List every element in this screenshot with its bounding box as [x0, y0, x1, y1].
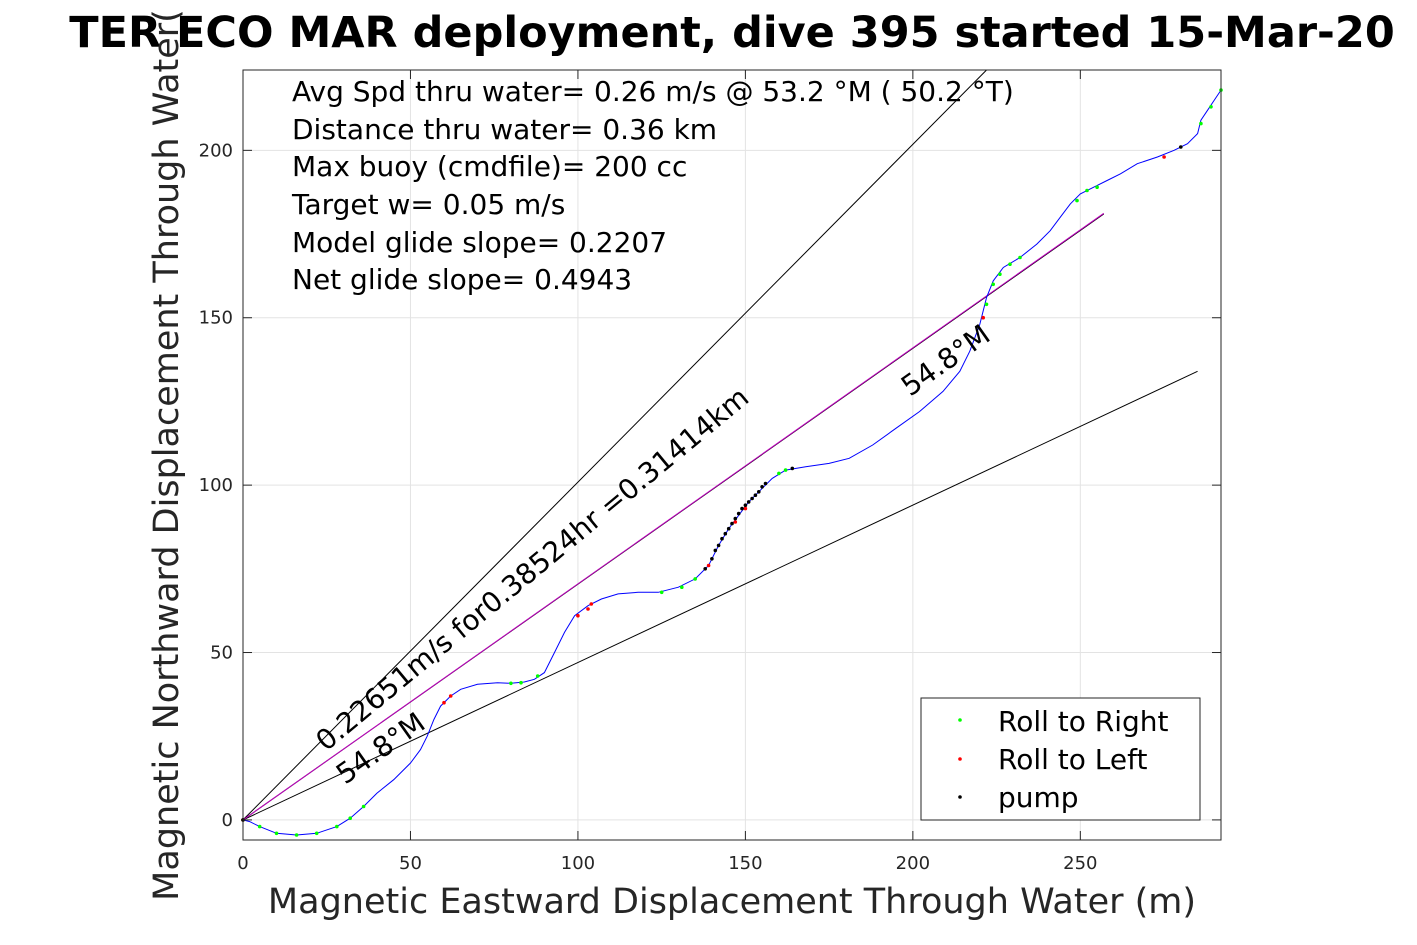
axis-ticks: 0 50 100 150 200 250 0 50 100 150 200 — [199, 70, 1221, 874]
speed-annotation: 0.22651m/s for0.38524hr =0.31414km — [309, 381, 755, 758]
roll-right-point — [783, 468, 788, 472]
roll-left-point — [733, 520, 738, 524]
y-tick-label: 150 — [199, 308, 233, 329]
roll-right-point — [519, 680, 523, 685]
pump-point — [720, 536, 724, 541]
roll-right-point — [984, 302, 989, 307]
roll-left-point — [743, 506, 748, 511]
roll-right-point — [1209, 105, 1213, 109]
roll-left-point — [1162, 155, 1166, 159]
roll-right-point — [1199, 121, 1203, 126]
roll-right-point — [680, 585, 684, 589]
roll-right-point — [257, 824, 262, 829]
info-line: Net glide slope= 0.4943 — [292, 263, 632, 296]
sample-markers — [241, 88, 1223, 837]
y-tick-label: 50 — [210, 643, 233, 664]
guide-lower-bound — [242, 370, 1198, 821]
roll-right-point — [535, 674, 540, 678]
pump-point — [730, 521, 734, 526]
y-tick-label: 0 — [222, 810, 233, 831]
legend-marker-roll-left — [958, 757, 962, 761]
roll-right-point — [777, 471, 781, 476]
info-block: Avg Spd thru water= 0.26 m/s @ 53.2 °M (… — [291, 75, 1014, 296]
roll-right-point — [314, 831, 319, 836]
pump-point — [790, 466, 795, 471]
info-line: Model glide slope= 0.2207 — [292, 226, 667, 259]
legend-label-roll-left: Roll to Left — [998, 743, 1147, 776]
pump-point — [757, 490, 761, 494]
x-tick-label: 200 — [896, 853, 930, 874]
legend: Roll to Right Roll to Left pump — [920, 697, 1201, 821]
pump-point — [750, 496, 754, 501]
roll-left-point — [981, 315, 985, 320]
y-axis-title: Magnetic Northward Displacement Through … — [147, 9, 187, 901]
roll-right-point — [1075, 198, 1079, 203]
legend-marker-pump — [958, 795, 962, 799]
heading-annotation-upper: 54.8°M — [895, 318, 996, 403]
roll-left-point — [586, 607, 590, 611]
y-tick-label: 200 — [199, 140, 233, 161]
info-line: Target w= 0.05 m/s — [291, 188, 565, 221]
pump-point — [763, 481, 768, 486]
x-axis-title: Magnetic Eastward Displacement Through W… — [268, 882, 1196, 922]
roll-right-point — [693, 577, 697, 581]
guide-upper-bound — [242, 69, 987, 821]
legend-label-roll-right: Roll to Right — [998, 705, 1169, 738]
roll-right-point — [294, 833, 299, 837]
roll-right-point — [274, 831, 279, 836]
roll-right-point — [509, 681, 513, 686]
plot-frame — [242, 69, 1222, 841]
y-tick-label: 100 — [199, 475, 233, 496]
chart-title: TER ECO MAR deployment, dive 395 started… — [69, 8, 1395, 58]
roll-right-point — [1085, 188, 1089, 193]
legend-box — [920, 697, 1201, 821]
info-line: Distance thru water= 0.36 km — [292, 113, 717, 146]
pump-point — [713, 548, 718, 553]
x-tick-label: 250 — [1063, 853, 1097, 874]
roll-right-point — [1095, 185, 1099, 189]
pump-point — [726, 526, 731, 531]
pump-point — [740, 506, 744, 511]
pump-point — [743, 503, 748, 508]
roll-right-point — [361, 804, 366, 809]
pump-point — [736, 511, 741, 516]
legend-marker-roll-right — [958, 718, 962, 722]
pump-point — [703, 567, 707, 571]
x-tick-label: 150 — [728, 853, 762, 874]
pump-point — [710, 557, 714, 561]
roll-right-point — [348, 816, 353, 820]
roll-left-point — [576, 613, 580, 618]
grid-lines — [242, 70, 1221, 840]
pump-point — [746, 500, 751, 504]
roll-right-point — [1018, 255, 1022, 260]
pump-point — [716, 543, 721, 548]
guide-lines — [242, 69, 1198, 821]
roll-left-point — [706, 563, 711, 568]
guide-glide-vector — [242, 212, 1105, 821]
info-line: Avg Spd thru water= 0.26 m/s @ 53.2 °M (… — [292, 75, 1014, 108]
roll-right-point — [1008, 262, 1012, 267]
pump-point — [1179, 145, 1183, 149]
roll-left-point — [589, 602, 594, 606]
x-tick-label: 100 — [561, 853, 595, 874]
legend-label-pump: pump — [998, 781, 1079, 814]
roll-right-point — [335, 824, 339, 829]
roll-right-point — [998, 272, 1002, 277]
x-tick-label: 50 — [399, 853, 422, 874]
info-line: Max buoy (cmdfile)= 200 cc — [292, 150, 687, 183]
roll-right-point — [659, 590, 664, 595]
pump-point — [760, 485, 764, 489]
x-tick-label: 0 — [237, 853, 248, 874]
pump-point — [723, 531, 728, 536]
roll-left-point — [442, 700, 446, 705]
pump-point — [733, 516, 738, 521]
roll-right-point — [991, 282, 995, 287]
pump-point — [753, 493, 758, 498]
roll-left-point — [448, 694, 453, 698]
